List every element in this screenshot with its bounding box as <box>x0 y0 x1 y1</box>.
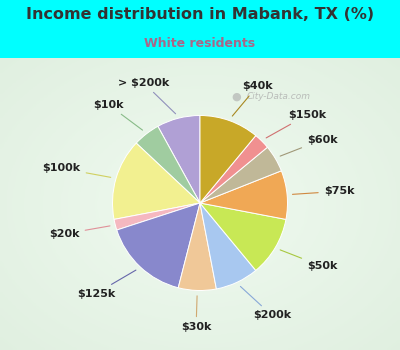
Wedge shape <box>112 143 200 219</box>
Wedge shape <box>136 126 200 203</box>
Text: $200k: $200k <box>240 286 291 320</box>
Text: $75k: $75k <box>292 186 354 196</box>
Wedge shape <box>200 116 256 203</box>
Wedge shape <box>178 203 216 290</box>
Text: $100k: $100k <box>42 163 111 177</box>
Wedge shape <box>117 203 200 288</box>
Text: $10k: $10k <box>93 100 142 130</box>
Wedge shape <box>200 135 268 203</box>
Text: > $200k: > $200k <box>118 78 176 114</box>
Text: Income distribution in Mabank, TX (%): Income distribution in Mabank, TX (%) <box>26 7 374 22</box>
Wedge shape <box>200 171 288 219</box>
Text: $30k: $30k <box>181 296 211 332</box>
Wedge shape <box>200 147 281 203</box>
Wedge shape <box>200 203 286 271</box>
Text: $125k: $125k <box>77 270 136 299</box>
Text: City-Data.com: City-Data.com <box>246 92 310 102</box>
Wedge shape <box>158 116 200 203</box>
Wedge shape <box>114 203 200 230</box>
Text: $60k: $60k <box>280 135 338 156</box>
Text: White residents: White residents <box>144 37 256 50</box>
Text: $40k: $40k <box>232 81 273 116</box>
Text: $150k: $150k <box>266 110 326 138</box>
Text: ●: ● <box>232 91 241 102</box>
Text: $50k: $50k <box>280 250 337 271</box>
Text: $20k: $20k <box>49 226 110 239</box>
Wedge shape <box>200 203 256 289</box>
